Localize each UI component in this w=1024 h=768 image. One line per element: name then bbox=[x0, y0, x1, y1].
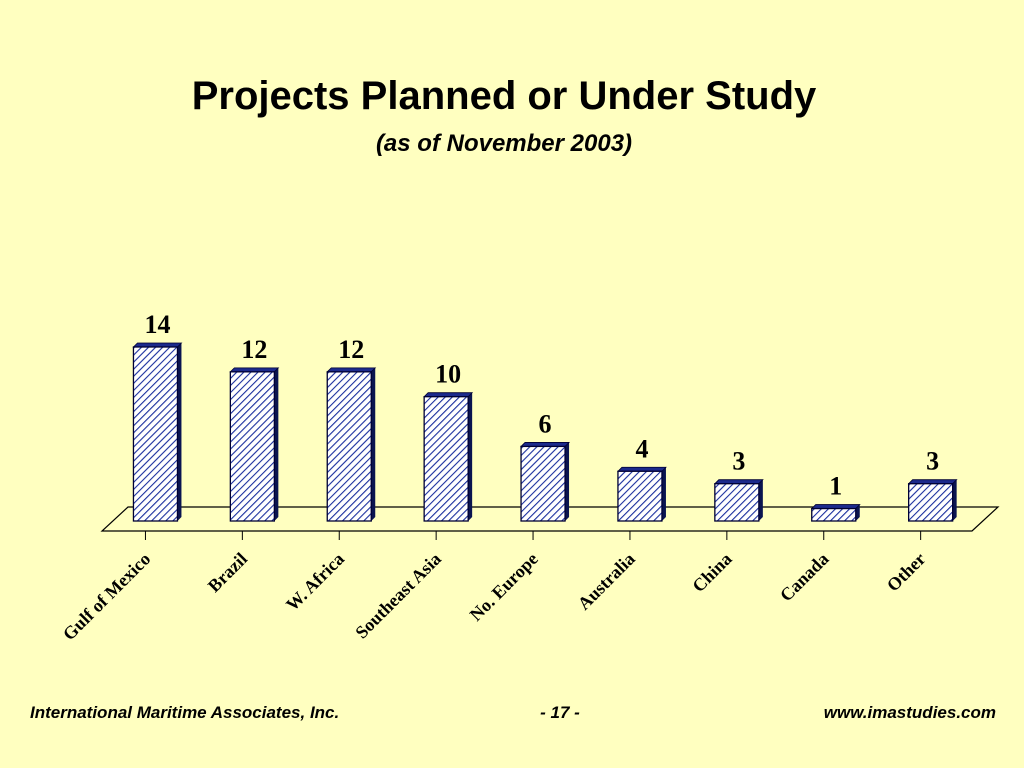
bar-front-face bbox=[520, 445, 566, 522]
bar-side-face bbox=[274, 367, 279, 521]
data-label: 1 bbox=[829, 472, 842, 501]
bar-canada bbox=[810, 504, 861, 522]
data-label: 10 bbox=[435, 360, 461, 389]
bar-front-face bbox=[908, 483, 954, 522]
x-ticks-group bbox=[144, 531, 922, 540]
bar-w-africa bbox=[326, 367, 377, 522]
bar-front-face bbox=[229, 371, 276, 522]
bar-southeast-asia bbox=[423, 392, 474, 522]
bar-side-face bbox=[952, 479, 957, 521]
bar-side-face bbox=[565, 442, 570, 521]
bar-gulf-of-mexico bbox=[132, 342, 183, 522]
x-tick-labels-group: Gulf of Mexico Brazil W. Africa Southeast A… bbox=[59, 549, 930, 644]
bar-front-face bbox=[811, 507, 857, 522]
data-label: 14 bbox=[144, 310, 170, 339]
bar-chart: Gulf of Mexico Brazil W. Africa Southeast A… bbox=[59, 310, 1000, 644]
bars-group bbox=[132, 342, 958, 522]
x-tick-label: China bbox=[688, 549, 735, 596]
bar-side-face bbox=[855, 504, 860, 521]
bar-front-face bbox=[714, 483, 760, 522]
bar-side-face bbox=[758, 479, 763, 521]
data-label: 3 bbox=[732, 447, 745, 476]
bar-side-face bbox=[177, 342, 182, 521]
bar-side-face bbox=[468, 392, 473, 521]
bar-front-face bbox=[132, 346, 179, 522]
x-tick-label: Gulf of Mexico bbox=[59, 549, 154, 644]
bar-front-face bbox=[617, 470, 663, 522]
bar-front-face bbox=[423, 396, 469, 522]
footer-website: www.imastudies.com bbox=[823, 703, 996, 722]
x-tick-label: No. Europe bbox=[466, 549, 542, 625]
bar-brazil bbox=[229, 367, 280, 522]
x-tick-label: Other bbox=[883, 549, 930, 596]
x-tick-label: Brazil bbox=[204, 549, 251, 596]
page-subtitle: (as of November 2003) bbox=[375, 130, 633, 157]
bar-side-face bbox=[661, 467, 666, 521]
data-labels-group: 14 12 12 10 6 4 3 1 3 bbox=[144, 310, 939, 501]
x-tick-label: W. Africa bbox=[282, 549, 348, 615]
bar-other bbox=[907, 479, 958, 522]
footer-page-number: - 17 - bbox=[540, 703, 580, 722]
footer-company: International Maritime Associates, Inc. bbox=[30, 703, 340, 722]
data-label: 4 bbox=[635, 434, 648, 463]
data-label: 6 bbox=[539, 409, 552, 438]
bar-australia bbox=[616, 466, 667, 522]
data-label: 12 bbox=[338, 335, 364, 364]
bar-china bbox=[713, 479, 764, 522]
data-label: 3 bbox=[926, 447, 939, 476]
x-tick-label: Canada bbox=[776, 549, 833, 606]
x-tick-label: Southeast Asia bbox=[351, 549, 445, 643]
bar-front-face bbox=[326, 371, 372, 522]
data-label: 12 bbox=[241, 335, 267, 364]
bar-no-europe bbox=[520, 442, 571, 522]
bar-side-face bbox=[371, 367, 376, 521]
page-title: Projects Planned or Under Study bbox=[191, 74, 817, 118]
x-tick-label: Australia bbox=[574, 549, 639, 614]
